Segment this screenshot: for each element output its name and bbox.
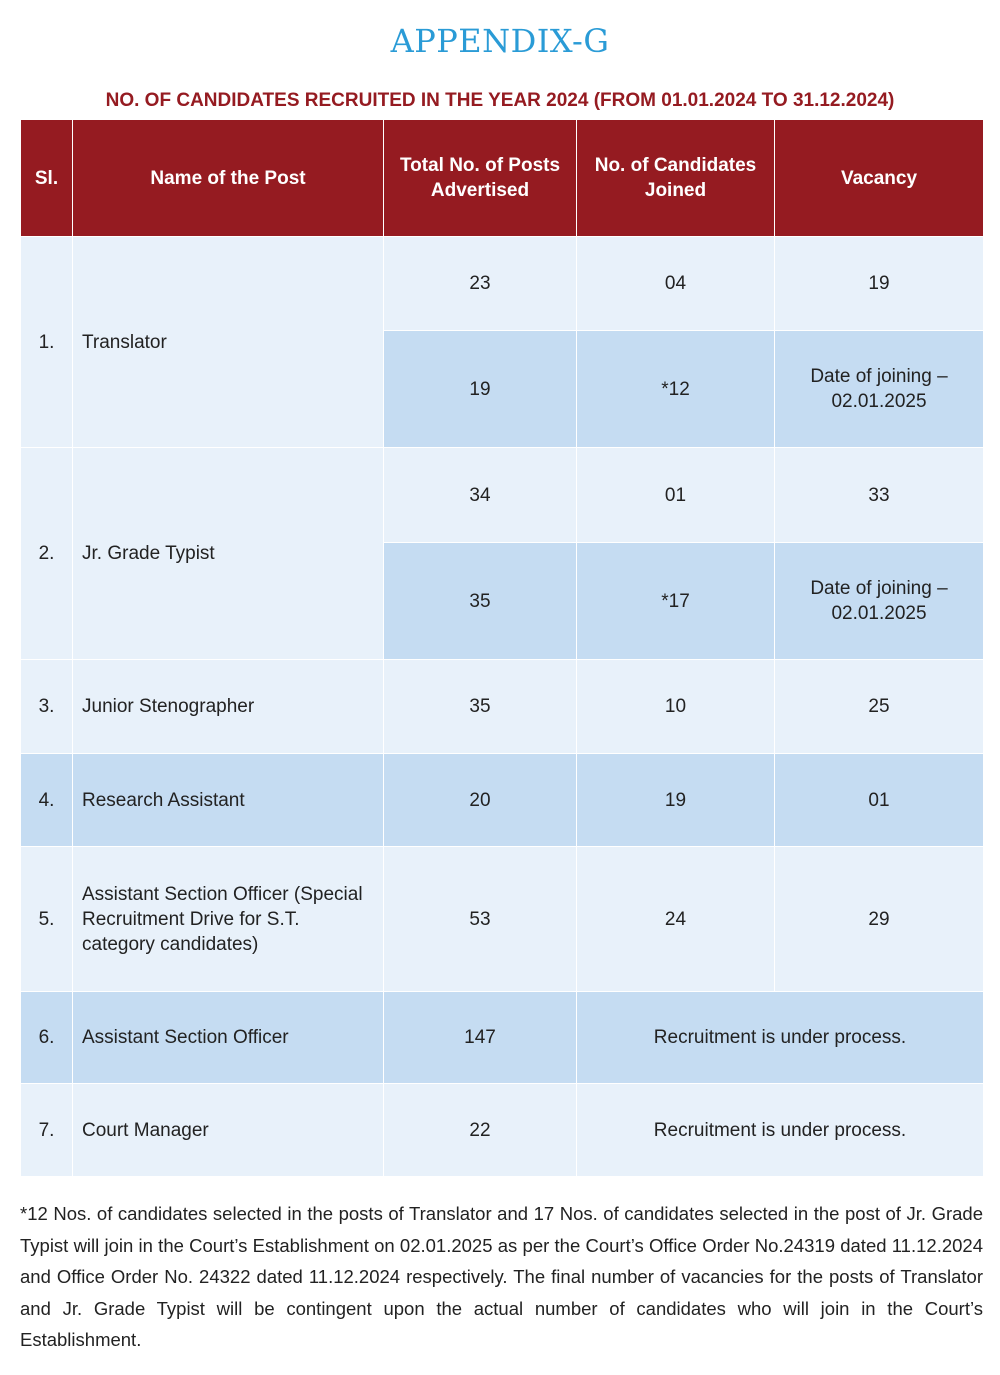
cell-name: Assistant Section Officer (Special Recru…	[72, 846, 384, 992]
cell-sl: 5.	[20, 846, 73, 992]
cell-vacancy: 29	[774, 846, 984, 992]
table-row: 19 *12 Date of joining – 02.01.2025	[21, 330, 984, 448]
header-name: Name of the Post	[72, 119, 384, 237]
table-row: 5. Assistant Section Officer (Special Re…	[20, 846, 984, 992]
cell-total: 147	[383, 991, 577, 1084]
recruitment-table: Sl. Name of the Post Total No. of Posts …	[20, 119, 984, 1177]
cell-total: 34	[383, 447, 577, 543]
header-sl: Sl.	[20, 119, 73, 237]
footnote: *12 Nos. of candidates selected in the p…	[20, 1203, 983, 1350]
cell-total: 22	[383, 1083, 577, 1177]
cell-name: Junior Stenographer	[72, 659, 384, 754]
cell-vacancy: 33	[774, 447, 984, 543]
cell-status: Recruitment is under process.	[576, 991, 984, 1084]
cell-name: Translator	[72, 236, 384, 448]
cell-total: 19	[383, 330, 577, 448]
cell-sl: 1.	[20, 236, 73, 448]
table-row: 4. Research Assistant 20 19 01	[20, 753, 984, 847]
cell-total: 20	[383, 753, 577, 847]
cell-sl: 7.	[20, 1083, 73, 1177]
cell-name: Assistant Section Officer	[72, 991, 384, 1084]
table-header-row: Sl. Name of the Post Total No. of Posts …	[20, 119, 984, 237]
table-row: 2. Jr. Grade Typist 34 01 33	[20, 447, 984, 660]
cell-name: Court Manager	[72, 1083, 384, 1177]
table-row: 1. Translator 23 04 19	[20, 236, 984, 448]
cell-vacancy: 25	[774, 659, 984, 754]
cell-vacancy: 19	[774, 236, 984, 331]
cell-vacancy: 01	[774, 753, 984, 847]
cell-sl: 4.	[20, 753, 73, 847]
cell-joined: *12	[576, 330, 775, 448]
cell-joined: 24	[576, 846, 775, 992]
cell-name: Jr. Grade Typist	[72, 447, 384, 660]
header-total: Total No. of Posts Advertised	[383, 119, 577, 237]
cell-total: 23	[383, 236, 577, 331]
cell-total: 35	[383, 542, 577, 660]
header-joined: No. of Candidates Joined	[576, 119, 775, 237]
cell-vacancy: Date of joining – 02.01.2025	[774, 542, 984, 660]
cell-sl: 6.	[20, 991, 73, 1084]
table-caption: NO. OF CANDIDATES RECRUITED IN THE YEAR …	[105, 90, 895, 111]
cell-joined: *17	[576, 542, 775, 660]
table-row: 6. Assistant Section Officer 147 Recruit…	[20, 991, 984, 1084]
cell-total: 35	[383, 659, 577, 754]
table-row: 35 *17 Date of joining – 02.01.2025	[21, 542, 984, 660]
cell-joined: 19	[576, 753, 775, 847]
cell-name: Research Assistant	[72, 753, 384, 847]
cell-vacancy: Date of joining – 02.01.2025	[774, 330, 984, 448]
table-row: 3. Junior Stenographer 35 10 25	[20, 659, 984, 754]
cell-sl: 3.	[20, 659, 73, 754]
cell-joined: 04	[576, 236, 775, 331]
page-title: APPENDIX-G	[390, 22, 610, 60]
cell-sl: 2.	[20, 447, 73, 660]
table-row: 7. Court Manager 22 Recruitment is under…	[20, 1083, 984, 1177]
cell-joined: 01	[576, 447, 775, 543]
cell-status: Recruitment is under process.	[576, 1083, 984, 1177]
cell-total: 53	[383, 846, 577, 992]
header-vacancy: Vacancy	[774, 119, 984, 237]
cell-joined: 10	[576, 659, 775, 754]
